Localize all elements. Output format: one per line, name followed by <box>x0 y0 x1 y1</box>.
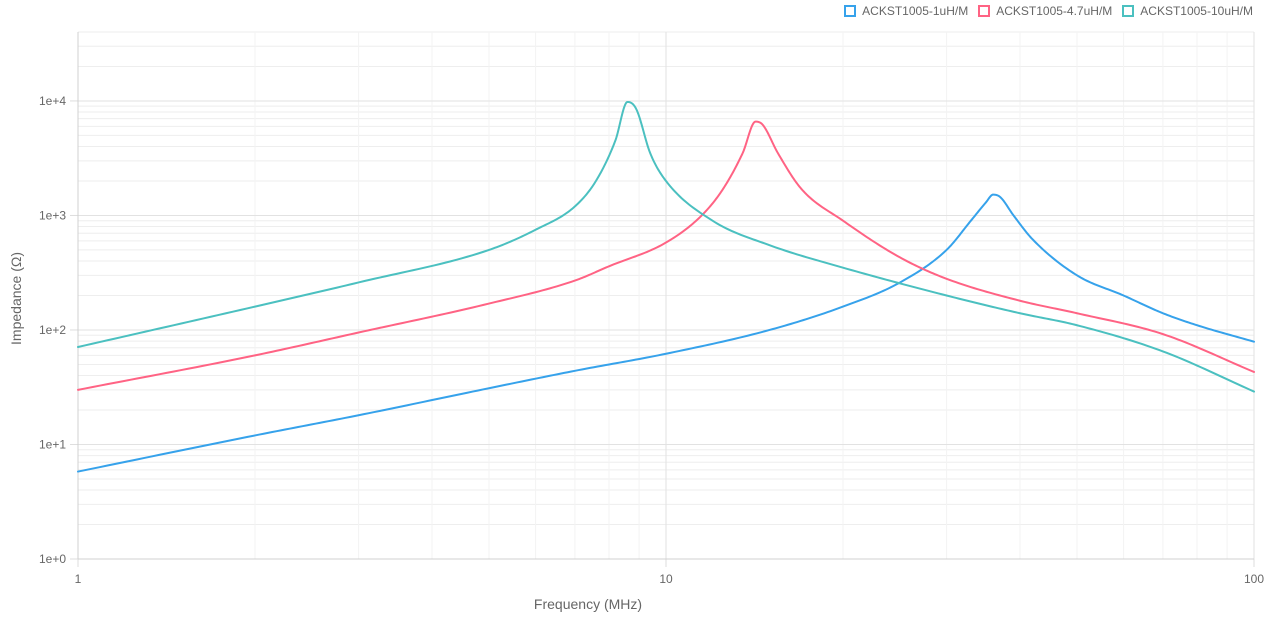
legend-item-10uh[interactable]: ACKST1005-10uH/M <box>1122 4 1253 18</box>
legend-swatch-icon <box>844 5 857 17</box>
y-tick-label: 1e+4 <box>39 94 66 108</box>
y-axis-title: Impedance (Ω) <box>8 252 24 345</box>
y-tick-label: 1e+0 <box>39 552 66 566</box>
x-axis-title: Frequency (MHz) <box>534 596 642 612</box>
x-tick-label: 1 <box>75 572 82 586</box>
series-line-1 <box>77 193 1255 473</box>
x-tick-label: 100 <box>1244 572 1264 586</box>
y-tick-label: 1e+1 <box>39 437 66 451</box>
legend-label: ACKST1005-4.7uH/M <box>996 4 1113 18</box>
x-tick-label: 10 <box>659 572 673 586</box>
series-line-3 <box>77 100 1255 393</box>
y-tick-label: 1e+3 <box>39 208 66 222</box>
legend-swatch-icon <box>978 5 991 17</box>
legend-label: ACKST1005-1uH/M <box>862 4 969 18</box>
y-tick-label: 1e+2 <box>39 323 66 337</box>
legend: ACKST1005-1uH/M ACKST1005-4.7uH/M ACKST1… <box>844 4 1253 18</box>
legend-swatch-icon <box>1122 5 1135 17</box>
legend-item-4-7uh[interactable]: ACKST1005-4.7uH/M <box>978 4 1112 18</box>
legend-item-1uh[interactable]: ACKST1005-1uH/M <box>844 4 968 18</box>
legend-label: ACKST1005-10uH/M <box>1140 4 1253 18</box>
series-line-2 <box>77 120 1255 391</box>
